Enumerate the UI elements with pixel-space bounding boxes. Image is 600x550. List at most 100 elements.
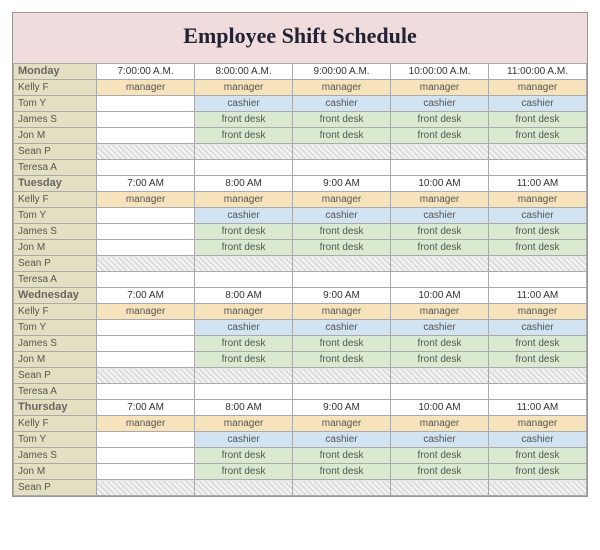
shift-cell: manager: [97, 80, 195, 96]
shift-cell: manager: [489, 192, 587, 208]
shift-cell: cashier: [195, 320, 293, 336]
time-header: 10:00:00 A.M.: [391, 64, 489, 80]
shift-cell: [293, 368, 391, 384]
shift-cell: manager: [391, 416, 489, 432]
shift-cell: [97, 480, 195, 496]
day-label: Monday: [14, 64, 97, 80]
time-header: 9:00 AM: [293, 288, 391, 304]
employee-name: Kelly F: [14, 192, 97, 208]
employee-name: Tom Y: [14, 432, 97, 448]
shift-cell: [195, 384, 293, 400]
shift-cell: [391, 272, 489, 288]
shift-cell: [97, 384, 195, 400]
shift-cell: [195, 272, 293, 288]
shift-cell: [489, 256, 587, 272]
shift-cell: [391, 480, 489, 496]
shift-cell: manager: [293, 304, 391, 320]
shift-cell: manager: [97, 192, 195, 208]
shift-cell: [391, 160, 489, 176]
time-header: 11:00 AM: [489, 288, 587, 304]
employee-name: Jon M: [14, 240, 97, 256]
shift-cell: [195, 256, 293, 272]
shift-cell: [97, 272, 195, 288]
shift-cell: front desk: [195, 240, 293, 256]
shift-cell: front desk: [391, 224, 489, 240]
time-header: 7:00:00 A.M.: [97, 64, 195, 80]
shift-cell: cashier: [391, 208, 489, 224]
day-label: Tuesday: [14, 176, 97, 192]
time-header: 7:00 AM: [97, 400, 195, 416]
shift-cell: [195, 368, 293, 384]
shift-cell: manager: [489, 416, 587, 432]
shift-cell: cashier: [195, 432, 293, 448]
shift-cell: [97, 112, 195, 128]
shift-cell: front desk: [391, 112, 489, 128]
time-header: 9:00 AM: [293, 176, 391, 192]
shift-cell: [293, 256, 391, 272]
time-header: 8:00 AM: [195, 176, 293, 192]
shift-cell: [489, 160, 587, 176]
shift-cell: front desk: [293, 448, 391, 464]
shift-cell: [97, 320, 195, 336]
shift-cell: [293, 160, 391, 176]
shift-cell: front desk: [391, 352, 489, 368]
schedule-table: Monday7:00:00 A.M.8:00:00 A.M.9:00:00 A.…: [13, 63, 587, 496]
shift-cell: front desk: [391, 240, 489, 256]
employee-name: Sean P: [14, 368, 97, 384]
time-header: 9:00:00 A.M.: [293, 64, 391, 80]
shift-cell: [293, 384, 391, 400]
time-header: 10:00 AM: [391, 176, 489, 192]
employee-name: Teresa A: [14, 160, 97, 176]
shift-cell: front desk: [195, 336, 293, 352]
shift-cell: [195, 480, 293, 496]
shift-cell: front desk: [489, 224, 587, 240]
schedule-frame: Employee Shift Schedule Monday7:00:00 A.…: [12, 12, 588, 497]
employee-name: James S: [14, 448, 97, 464]
shift-cell: [97, 464, 195, 480]
shift-cell: front desk: [293, 224, 391, 240]
shift-cell: front desk: [489, 240, 587, 256]
time-header: 10:00 AM: [391, 400, 489, 416]
shift-cell: cashier: [293, 208, 391, 224]
shift-cell: [97, 240, 195, 256]
shift-cell: [489, 384, 587, 400]
shift-cell: manager: [293, 80, 391, 96]
shift-cell: [97, 208, 195, 224]
employee-name: Sean P: [14, 144, 97, 160]
shift-cell: front desk: [293, 464, 391, 480]
shift-cell: [391, 256, 489, 272]
time-header: 8:00 AM: [195, 288, 293, 304]
employee-name: Tom Y: [14, 208, 97, 224]
time-header: 7:00 AM: [97, 288, 195, 304]
shift-cell: cashier: [489, 208, 587, 224]
shift-cell: manager: [391, 192, 489, 208]
shift-cell: cashier: [293, 432, 391, 448]
time-header: 9:00 AM: [293, 400, 391, 416]
shift-cell: manager: [195, 416, 293, 432]
shift-cell: [97, 432, 195, 448]
shift-cell: [97, 352, 195, 368]
shift-cell: front desk: [489, 352, 587, 368]
shift-cell: [489, 144, 587, 160]
shift-cell: front desk: [489, 128, 587, 144]
shift-cell: cashier: [489, 96, 587, 112]
shift-cell: manager: [195, 304, 293, 320]
shift-cell: manager: [489, 80, 587, 96]
shift-cell: manager: [97, 304, 195, 320]
shift-cell: front desk: [489, 464, 587, 480]
employee-name: Jon M: [14, 128, 97, 144]
shift-cell: manager: [195, 80, 293, 96]
shift-cell: manager: [391, 304, 489, 320]
shift-cell: cashier: [293, 96, 391, 112]
employee-name: Kelly F: [14, 416, 97, 432]
shift-cell: [391, 384, 489, 400]
shift-cell: front desk: [489, 112, 587, 128]
shift-cell: front desk: [489, 336, 587, 352]
employee-name: Teresa A: [14, 384, 97, 400]
time-header: 11:00:00 A.M.: [489, 64, 587, 80]
shift-cell: cashier: [391, 432, 489, 448]
shift-cell: front desk: [391, 464, 489, 480]
shift-cell: front desk: [293, 352, 391, 368]
shift-cell: [97, 128, 195, 144]
shift-cell: manager: [489, 304, 587, 320]
